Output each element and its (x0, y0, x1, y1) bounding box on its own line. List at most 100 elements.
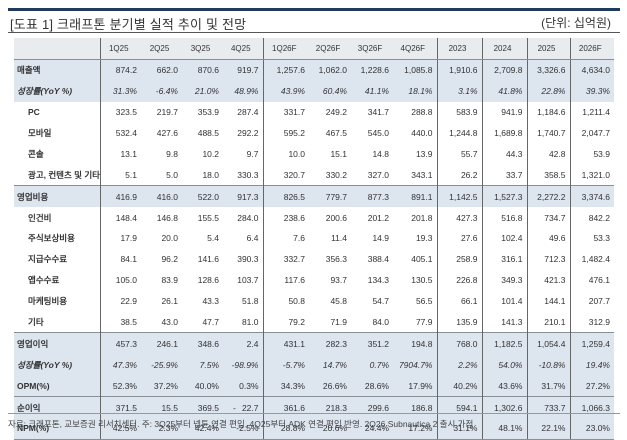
cell-2024: 44.3 (481, 143, 527, 165)
cell-4q25: 917.3 (223, 185, 263, 208)
cell-2025: 1,054.4 (526, 332, 570, 355)
cell-2026f: 23.0% (569, 418, 614, 440)
cell-3q25: 488.5 (197, 128, 219, 138)
cell-1q25: 105.0 (99, 269, 141, 291)
cell-4q26f: 18.1% (393, 80, 437, 102)
financial-table: 1Q25 2Q25 3Q25 4Q25 1Q26F 2Q26F 3Q26F 4Q… (14, 38, 614, 440)
cell-2024: 316.1 (481, 248, 527, 270)
cell-4q25: 284.0 (237, 212, 259, 223)
cell-3q25: 5.4 (207, 233, 219, 244)
cell-1q25: 457.3 (99, 332, 141, 355)
cell-4q26f: 440.0 (411, 128, 433, 138)
cell-2025: 421.3 (526, 269, 570, 291)
cell-2q25: 15.5 (141, 396, 182, 419)
cell-2q25: 20.0 (161, 233, 178, 244)
cell-2q26f: 14.7% (309, 354, 351, 376)
cell-2023: 31.1% (436, 418, 482, 440)
cell-2024: 33.7 (481, 164, 527, 186)
row-revenue: 매출액 874.2 662.0 870.6 919.7 1,257.6 1,062.0 1,2… (14, 59, 614, 81)
cell-2q25: 43.0 (161, 317, 178, 328)
cell-3q26f: 545.0 (367, 128, 389, 138)
cell-4q26f: 7904.7% (393, 354, 437, 376)
cell-2025: 49.6 (526, 228, 570, 249)
row-app-fee: 앱수수료 105.0 83.9 128.6 103.7 117.6 93.7 134.3 130… (14, 269, 614, 291)
col-header-2026f: 2026F (569, 38, 614, 60)
cell-2q25: 5.0 (166, 169, 178, 180)
cell-4q26f: 19.3 (415, 233, 433, 244)
cell-2023: 55.7 (436, 143, 482, 165)
cell-4q25: 103.7 (237, 275, 259, 286)
row-label: 영업비용 (14, 185, 100, 208)
cell-2026f: 2,047.7 (569, 122, 614, 144)
cell-4q26f: 13.9 (415, 148, 433, 159)
col-header-3q25: 3Q25 (182, 38, 223, 60)
source-note: 자료: 크래프톤, 교보증권 리서치센터. 주: 3Q25부터 넵튠 연결 편입… (8, 419, 474, 429)
cell-2025: 144.1 (526, 290, 570, 312)
cell-2025: 1,184.6 (526, 101, 570, 123)
cell-4q26f: 17.9% (393, 375, 437, 397)
table-header-row: 1Q25 2Q25 3Q25 4Q25 1Q26F 2Q26F 3Q26F 4Q… (14, 38, 614, 60)
cell-1q26f: 331.7 (262, 101, 309, 123)
cell-1q25: 323.5 (99, 101, 141, 123)
cell-2q26f: 218.3 (309, 396, 351, 419)
cell-2q25: 416.0 (141, 185, 182, 208)
cell-1q26f: 7.6 (262, 228, 309, 249)
cell-2025: 210.1 (526, 311, 570, 333)
cell-2023: 66.1 (436, 290, 482, 312)
cell-2025: 22.8% (526, 80, 570, 102)
cell-2q25: 246.1 (141, 332, 182, 355)
cell-2024: 48.1% (481, 418, 527, 440)
cell-3q25: 128.6 (197, 275, 219, 286)
cell-1q26f: 332.7 (262, 248, 309, 270)
cell-2q26f: 11.4 (331, 233, 347, 244)
col-header-1q26f: 1Q26F (262, 38, 309, 60)
cell-2q25: 83.9 (161, 275, 178, 286)
row-label: 인건비 (28, 212, 52, 223)
col-header-4q25: 4Q25 (223, 38, 263, 60)
cell-2026f: 476.1 (569, 269, 614, 291)
cell-2024: 41.8% (481, 80, 527, 102)
cell-4q25: 330.3 (237, 169, 259, 180)
cell-2q26f: 20.6% (309, 418, 351, 440)
cell-3q25: 47.7 (202, 317, 219, 328)
cell-1q26f: 10.0 (262, 143, 309, 165)
row-label: 기타 (28, 317, 44, 328)
cell-2q25: 146.8 (156, 212, 178, 223)
cell-2q25: 37.2% (141, 375, 182, 397)
row-pc: PC 323.5 219.7 353.9 287.4 331.7 249.2 341.7 288… (14, 101, 614, 123)
cell-3q25: 42.4% (182, 418, 223, 440)
cell-2023: 135.9 (436, 311, 482, 333)
row-marketing: 마케팅비용 22.9 26.1 43.3 51.8 50.8 45.8 54.7 56.5 66.… (14, 290, 614, 312)
cell-2q26f: 60.4% (309, 80, 351, 102)
cell-3q25: 155.5 (197, 212, 219, 223)
cell-2q26f: 1,062.0 (309, 59, 351, 81)
cell-1q26f: 1,257.6 (262, 59, 309, 81)
cell-2026f: 1,321.0 (569, 164, 614, 186)
cell-2026f: 4,634.0 (569, 59, 614, 81)
cell-1q26f: 79.2 (262, 311, 309, 333)
col-header-2q25: 2Q25 (141, 38, 182, 60)
cell-2025: 3,326.6 (526, 59, 570, 81)
cell-4q26f: 130.5 (411, 275, 433, 286)
cell-2024: 43.6% (481, 375, 527, 397)
cell-2026f: 3,374.6 (569, 185, 614, 208)
cell-4q25: 81.0 (241, 317, 259, 328)
row-console: 콘솔 13.1 9.8 10.2 9.7 10.0 15.1 14.8 13.9 55.7 44.3… (14, 143, 614, 165)
cell-3q26f: 341.7 (367, 107, 389, 118)
cell-3q26f: 877.3 (351, 185, 393, 208)
cell-1q25: 371.5 (99, 396, 141, 419)
col-header-3q26f: 3Q26F (351, 38, 393, 60)
cell-1q25: 38.5 (99, 311, 141, 333)
cell-2024: 349.3 (481, 269, 527, 291)
cell-1q25: 31.3% (99, 80, 141, 102)
cell-4q26f: 186.8 (393, 396, 437, 419)
cell-4q25: 9.7 (246, 148, 259, 159)
row-label: PC (28, 107, 40, 118)
title-divider (8, 32, 620, 33)
cell-2024: 1,302.6 (481, 396, 527, 419)
cell-4q26f: 77.9 (415, 317, 433, 328)
cell-4q26f: 288.8 (411, 107, 433, 118)
cell-2q25: -6.4% (141, 80, 182, 102)
cell-4q25: 919.7 (223, 59, 263, 81)
cell-4q25: 292.2 (237, 128, 259, 138)
